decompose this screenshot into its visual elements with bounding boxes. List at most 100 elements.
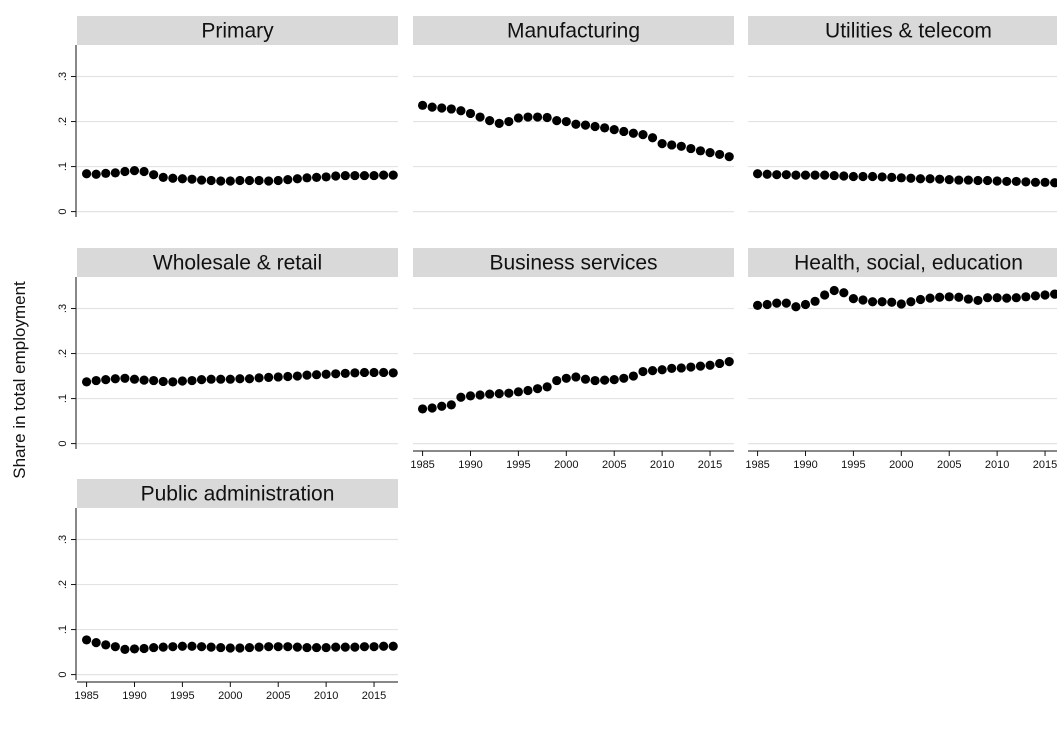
- point-public-administration-2012: [340, 642, 350, 652]
- point-manufacturing-2003: [590, 121, 600, 132]
- point-manufacturing-2009: [647, 133, 658, 143]
- point-public-administration-2016: [379, 641, 389, 651]
- point-wholesale-retail-2014: [359, 367, 370, 378]
- point-health-social-education-2002: [915, 294, 926, 305]
- point-utilities-telecom-2004: [935, 174, 945, 184]
- x-tick-label-business-services-1: 1990: [458, 459, 482, 471]
- panel-title-business-services: Business services: [489, 252, 657, 275]
- point-health-social-education-2016: [1050, 289, 1057, 299]
- y-axis-title: Share in total employment: [10, 281, 29, 479]
- point-business-services-1992: [485, 389, 495, 399]
- point-public-administration-1995: [177, 641, 188, 651]
- point-primary-2004: [264, 176, 274, 186]
- point-manufacturing-1992: [485, 116, 495, 126]
- point-business-services-2008: [638, 366, 648, 377]
- point-utilities-telecom-1999: [887, 172, 897, 182]
- point-manufacturing-2001: [571, 119, 581, 129]
- point-manufacturing-1998: [542, 112, 552, 123]
- point-manufacturing-1997: [532, 112, 543, 122]
- x-tick-label-business-services-4: 2005: [602, 459, 626, 471]
- point-primary-2001: [235, 175, 245, 186]
- point-wholesale-retail-2003: [254, 373, 264, 383]
- point-primary-2005: [273, 175, 283, 186]
- point-primary-2007: [292, 174, 302, 184]
- point-business-services-1988: [446, 400, 456, 410]
- point-wholesale-retail-1988: [110, 374, 120, 384]
- point-wholesale-retail-1991: [139, 375, 149, 385]
- x-tick-label-health-social-education-3: 2000: [889, 459, 913, 471]
- point-public-administration-2017: [388, 641, 398, 651]
- point-utilities-telecom-1986: [762, 169, 772, 179]
- x-tick-label-public-administration-2: 1995: [170, 690, 194, 702]
- point-utilities-telecom-1998: [877, 172, 887, 182]
- point-business-services-1989: [456, 392, 466, 402]
- x-tick-label-business-services-0: 1985: [410, 459, 434, 471]
- point-business-services-2005: [609, 375, 619, 385]
- point-wholesale-retail-2006: [283, 371, 293, 382]
- point-primary-2008: [302, 173, 312, 183]
- x-tick-label-health-social-education-5: 2010: [985, 459, 1009, 471]
- point-manufacturing-1985: [417, 100, 428, 110]
- point-health-social-education-1986: [762, 299, 772, 310]
- point-business-services-1985: [417, 404, 428, 414]
- point-utilities-telecom-2005: [944, 175, 954, 185]
- point-manufacturing-1991: [475, 112, 485, 122]
- point-health-social-education-2004: [935, 292, 945, 302]
- point-wholesale-retail-1989: [120, 373, 130, 383]
- point-health-social-education-1992: [820, 290, 830, 300]
- x-tick-label-business-services-2: 1995: [506, 459, 530, 471]
- x-tick-label-health-social-education-0: 1985: [745, 459, 769, 471]
- point-health-social-education-1991: [810, 296, 820, 306]
- panel-header-wholesale-retail: [77, 248, 398, 277]
- point-manufacturing-2010: [657, 139, 667, 149]
- panel-title-health-social-education: Health, social, education: [794, 252, 1023, 275]
- point-manufacturing-2012: [676, 141, 686, 151]
- point-utilities-telecom-2014: [1030, 177, 1041, 187]
- y-tick-label-public-administration-0: 0: [57, 672, 69, 678]
- y-tick-label-primary-2: .2: [57, 117, 69, 126]
- y-tick-label-primary-1: .1: [57, 162, 69, 171]
- point-health-social-education-1989: [791, 302, 801, 312]
- point-utilities-telecom-1987: [772, 170, 782, 180]
- y-tick-label-wholesale-retail-0: 0: [57, 441, 69, 447]
- point-primary-2014: [359, 170, 370, 181]
- point-public-administration-1985: [81, 635, 92, 645]
- panel-header-utilities-telecom: [748, 16, 1057, 45]
- point-primary-1994: [168, 173, 178, 183]
- point-primary-1987: [101, 168, 111, 178]
- point-health-social-education-1997: [867, 297, 878, 307]
- point-public-administration-2006: [283, 642, 293, 652]
- x-tick-label-public-administration-3: 2000: [218, 690, 242, 702]
- point-public-administration-2002: [244, 642, 255, 653]
- point-business-services-2010: [657, 365, 667, 375]
- point-utilities-telecom-2001: [906, 173, 916, 183]
- point-wholesale-retail-2004: [264, 372, 274, 383]
- point-manufacturing-2016: [715, 149, 725, 160]
- point-business-services-1990: [465, 391, 476, 401]
- point-primary-2009: [311, 172, 322, 182]
- point-utilities-telecom-2016: [1050, 178, 1057, 188]
- point-business-services-2007: [628, 371, 638, 381]
- point-business-services-2006: [619, 373, 629, 383]
- panel-header-public-administration: [77, 479, 398, 508]
- point-public-administration-2000: [225, 643, 235, 653]
- point-primary-2010: [321, 172, 331, 182]
- point-primary-1988: [110, 168, 120, 178]
- point-primary-1985: [81, 169, 92, 179]
- point-business-services-1986: [427, 403, 437, 413]
- point-wholesale-retail-2008: [302, 370, 312, 380]
- panel-title-wholesale-retail: Wholesale & retail: [153, 252, 322, 275]
- point-utilities-telecom-2009: [982, 175, 993, 186]
- point-public-administration-2011: [331, 642, 341, 652]
- x-tick-label-business-services-6: 2015: [698, 459, 722, 471]
- point-health-social-education-2005: [944, 292, 954, 302]
- point-health-social-education-2006: [954, 292, 964, 302]
- point-wholesale-retail-1994: [168, 377, 178, 387]
- point-public-administration-1992: [149, 642, 159, 653]
- point-wholesale-retail-1987: [101, 375, 111, 385]
- point-health-social-education-1995: [848, 294, 859, 304]
- panel-title-public-administration: Public administration: [141, 483, 335, 506]
- point-wholesale-retail-1997: [196, 375, 207, 385]
- point-utilities-telecom-2007: [963, 175, 973, 185]
